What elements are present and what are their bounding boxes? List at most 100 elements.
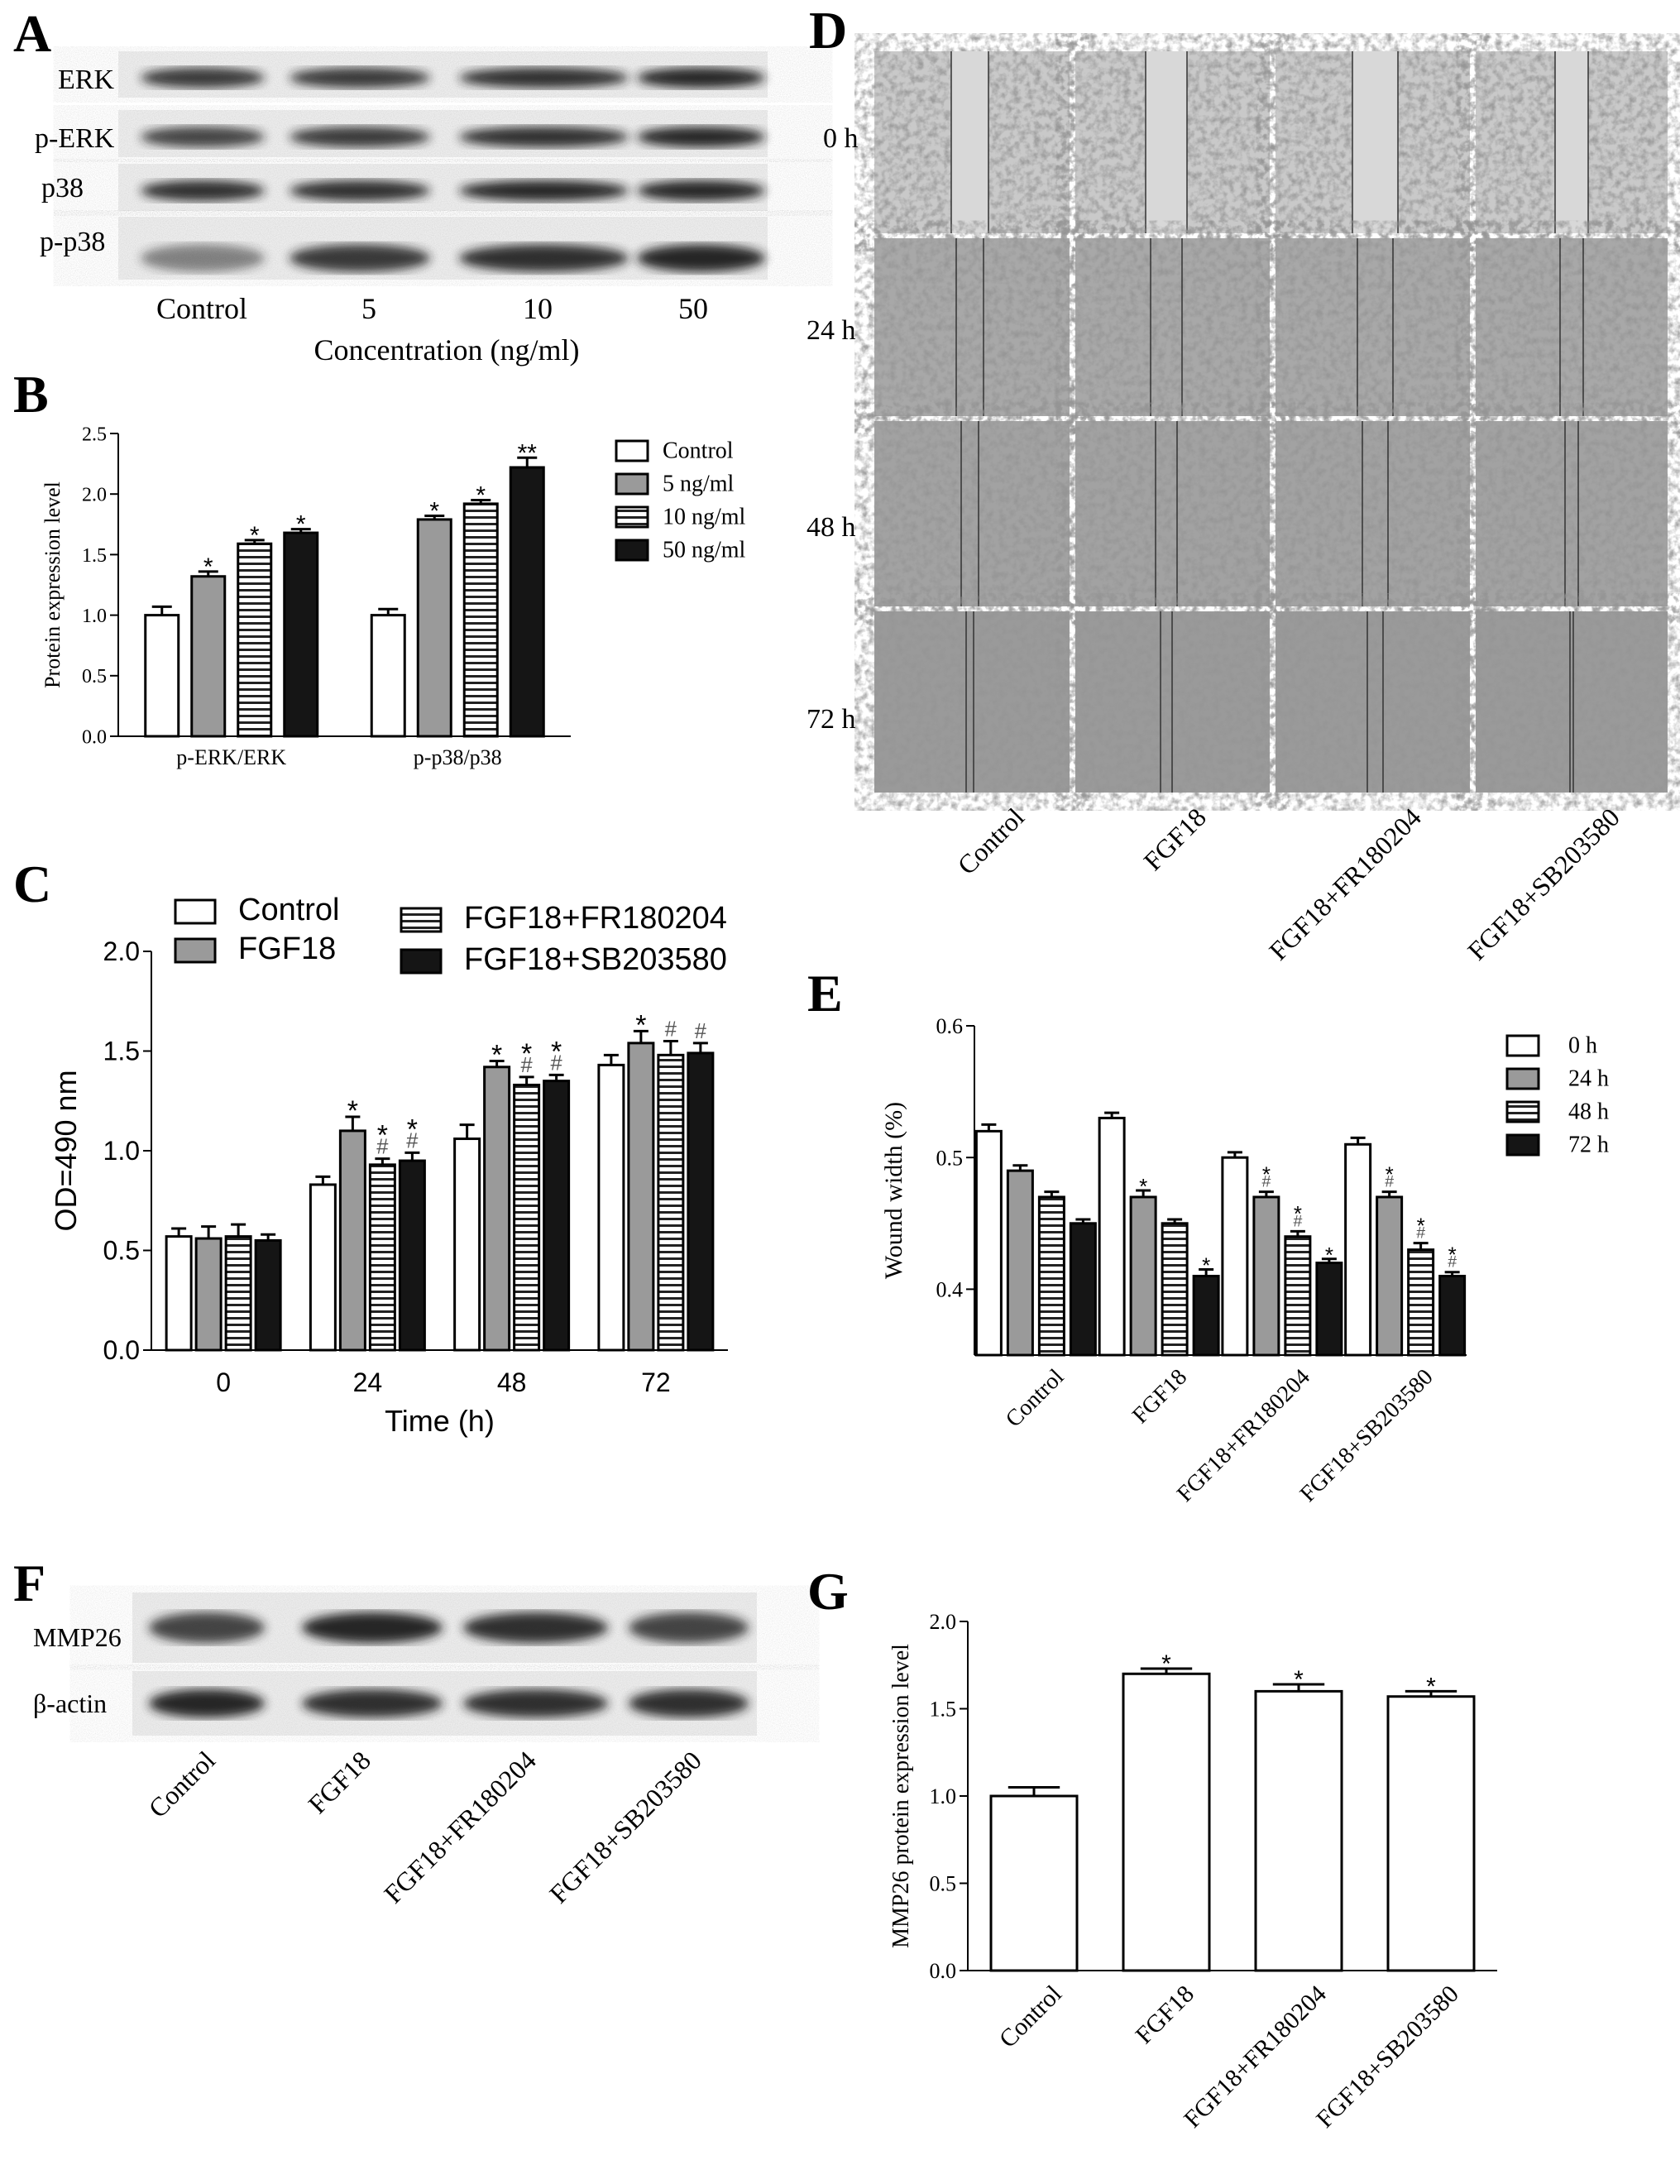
bar xyxy=(370,614,406,738)
x-category-label: 24 xyxy=(353,1367,383,1397)
y-tick-label: 1.0 xyxy=(82,606,107,627)
significance-hash: # xyxy=(1416,1224,1425,1243)
bar xyxy=(165,1235,193,1352)
legend-swatch xyxy=(174,937,217,964)
significance-star: * xyxy=(1386,1161,1394,1186)
significance-star: * xyxy=(635,1009,646,1041)
legend-swatch xyxy=(1505,1034,1540,1057)
bar xyxy=(224,1235,252,1352)
panel-d-image-grid xyxy=(874,51,1668,793)
panel-g: G 0.0 0.5 1.0 1.5 2.0 MMP26 protein expressio… xyxy=(807,1562,1497,2134)
significance-star: * xyxy=(250,522,260,549)
x-category-label: FGF18 xyxy=(1130,1980,1199,2049)
significance-hash: # xyxy=(1261,1173,1271,1191)
blot-band xyxy=(637,126,765,148)
panel-c-letter: C xyxy=(13,855,51,913)
bar xyxy=(1122,1672,1211,1972)
blot-lane-label-5: 5 xyxy=(361,292,376,325)
bar xyxy=(627,1042,655,1352)
panel-e: E 0.4 0.5 0.6 Wound width (%) Control * * FGF18… xyxy=(807,964,1609,1507)
bar xyxy=(254,1238,282,1352)
y-tick-label: 2.0 xyxy=(82,485,107,506)
bar xyxy=(1037,1195,1065,1357)
image-col-label-fgf18: FGF18 xyxy=(1137,802,1212,876)
blot-band xyxy=(141,180,265,202)
bar xyxy=(462,502,499,738)
bar xyxy=(190,575,227,738)
significance-star: * xyxy=(377,1120,388,1152)
blot-lane-label-10: 10 xyxy=(523,292,553,325)
y-axis-label: MMP26 protein expression level xyxy=(888,1644,914,1948)
panel-d: D 0 h 24 h 48 h 72 h Control FGF18 FGF18… xyxy=(806,1,1668,965)
bar xyxy=(194,1237,223,1352)
y-tick-label: 0.5 xyxy=(930,1872,957,1896)
significance-star: * xyxy=(203,553,213,581)
legend-label: Control xyxy=(238,893,340,927)
y-tick-label: 2.5 xyxy=(82,424,107,445)
significance-hash: # xyxy=(695,1020,707,1043)
y-tick-label: 1.0 xyxy=(930,1784,957,1808)
legend-swatch xyxy=(1505,1133,1540,1157)
bar xyxy=(1192,1274,1220,1357)
panel-g-letter: G xyxy=(807,1562,849,1621)
bar xyxy=(398,1159,426,1352)
blot-band xyxy=(637,244,765,272)
bar xyxy=(989,1794,1079,1972)
bar xyxy=(1069,1222,1097,1357)
image-row-label-0h: 0 h xyxy=(823,123,859,154)
x-category-label: FGF18 xyxy=(1127,1364,1192,1429)
wound-image-cells xyxy=(874,611,1070,793)
x-category-label: Control xyxy=(994,1980,1067,2053)
legend-swatch xyxy=(1505,1100,1540,1123)
significance-star: * xyxy=(1417,1214,1425,1238)
bar xyxy=(483,1066,511,1352)
image-row-label-48h: 48 h xyxy=(806,512,856,543)
panel-b-letter: B xyxy=(13,365,49,424)
blot-band xyxy=(141,244,265,272)
x-category-label: 0 xyxy=(216,1367,231,1397)
significance-star: * xyxy=(1294,1666,1304,1693)
significance-hash: # xyxy=(665,1018,677,1041)
bar xyxy=(1006,1169,1034,1357)
wound-image-cells xyxy=(1276,611,1470,793)
panel-d-letter: D xyxy=(809,1,847,60)
x-category-label: FGF18+FR180204 xyxy=(1172,1364,1315,1507)
blot-band xyxy=(290,180,430,202)
panel-a-blot xyxy=(118,51,768,280)
legend-swatch xyxy=(615,439,649,462)
significance-star: ** xyxy=(518,439,538,467)
image-row-label-24h: 24 h xyxy=(806,315,856,346)
legend-label: 0 h xyxy=(1568,1032,1597,1058)
bar xyxy=(1407,1248,1435,1357)
y-tick-label: 0.5 xyxy=(936,1146,964,1170)
wound-gap xyxy=(1555,51,1588,233)
image-col-label-control: Control xyxy=(951,802,1030,880)
blot-band xyxy=(149,1688,265,1718)
bar xyxy=(309,1183,337,1352)
bar xyxy=(1284,1235,1312,1357)
blot-band xyxy=(637,180,765,202)
significance-hash: # xyxy=(376,1136,389,1159)
bar xyxy=(1098,1116,1126,1357)
y-tick-label: 0.6 xyxy=(936,1014,964,1038)
wound-image-cells xyxy=(1075,238,1270,416)
bar xyxy=(1161,1222,1189,1357)
y-tick-label: 2.0 xyxy=(103,936,140,966)
significance-star: * xyxy=(1139,1174,1147,1199)
blot-band xyxy=(629,1688,749,1718)
image-col-label-sb203580: FGF18+SB203580 xyxy=(1462,802,1625,965)
blot-row-label-erk: ERK xyxy=(58,65,114,95)
blot-band xyxy=(463,1612,608,1644)
wound-image-cells xyxy=(1075,421,1270,606)
x-axis-label: Time (h) xyxy=(385,1404,495,1438)
legend-label: 48 h xyxy=(1568,1099,1609,1124)
panel-f-blot xyxy=(132,1592,757,1736)
x-category-label: FGF18+FR180204 xyxy=(1179,1980,1332,2134)
bar xyxy=(1344,1142,1372,1357)
legend-label: Control xyxy=(663,438,734,463)
significance-star: * xyxy=(1262,1161,1271,1186)
y-tick-label: 0.5 xyxy=(82,666,107,687)
bar xyxy=(1376,1195,1404,1357)
blot-f-lane-label-control: Control xyxy=(142,1745,221,1823)
blot-lane-label-50: 50 xyxy=(678,292,708,325)
